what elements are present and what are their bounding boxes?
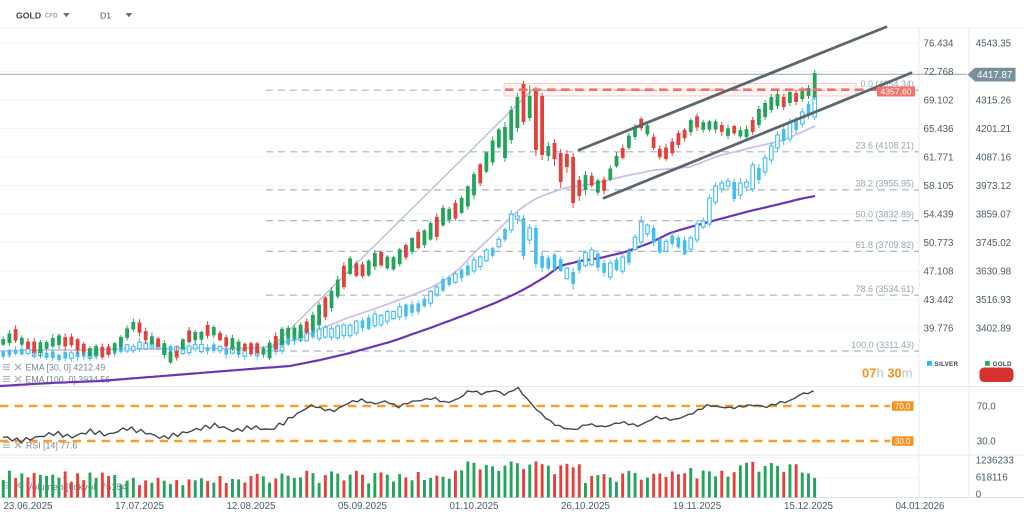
svg-text:61.8 (3709.82): 61.8 (3709.82): [855, 240, 914, 250]
svg-text:61.771: 61.771: [924, 153, 954, 164]
svg-text:05.09.2025: 05.09.2025: [338, 501, 388, 512]
svg-text:01.10.2025: 01.10.2025: [449, 501, 499, 512]
svg-text:4417.87: 4417.87: [977, 70, 1012, 81]
svg-text:3745.02: 3745.02: [976, 238, 1011, 249]
svg-text:04.01.2026: 04.01.2026: [895, 501, 945, 512]
svg-text:618116: 618116: [976, 473, 1009, 484]
svg-text:EMA [100, 0] 3934.56: EMA [100, 0] 3934.56: [26, 375, 111, 385]
svg-text:4543.35: 4543.35: [976, 39, 1012, 50]
svg-text:50.0 (3832.89): 50.0 (3832.89): [855, 209, 914, 219]
svg-text:0: 0: [976, 489, 982, 500]
svg-text:38.2 (3955.95): 38.2 (3955.95): [855, 179, 914, 189]
svg-text:47.108: 47.108: [924, 267, 955, 278]
svg-text:54.439: 54.439: [924, 210, 954, 221]
svg-text:100.0 (3311.43): 100.0 (3311.43): [851, 340, 914, 350]
svg-text:43.442: 43.442: [924, 295, 954, 306]
svg-text:3973.12: 3973.12: [976, 181, 1011, 192]
svg-text:19.11.2025: 19.11.2025: [673, 501, 722, 512]
svg-text:72.768: 72.768: [924, 67, 955, 78]
svg-text:4315.26: 4315.26: [976, 96, 1012, 107]
svg-text:3516.93: 3516.93: [976, 295, 1012, 306]
svg-text:65.436: 65.436: [924, 124, 955, 135]
svg-text:4357.60: 4357.60: [880, 86, 911, 96]
svg-text:50.773: 50.773: [924, 238, 955, 249]
svg-text:1236233: 1236233: [976, 456, 1015, 467]
svg-text:30.0: 30.0: [977, 437, 997, 448]
svg-text:RSI [14] 77.6: RSI [14] 77.6: [26, 441, 77, 451]
svg-text:3859.07: 3859.07: [976, 210, 1011, 221]
svg-text:69.102: 69.102: [924, 96, 954, 107]
svg-text:D1: D1: [100, 10, 111, 20]
svg-text:58.105: 58.105: [924, 181, 955, 192]
svg-text:15.12.2025: 15.12.2025: [784, 501, 834, 512]
svg-text:70.0: 70.0: [895, 402, 911, 411]
svg-text:4201.21: 4201.21: [976, 124, 1011, 135]
svg-text:30.0: 30.0: [895, 437, 911, 446]
svg-text:78.6 (3534.61): 78.6 (3534.61): [855, 284, 914, 294]
svg-text:3402.89: 3402.89: [976, 324, 1011, 335]
svg-text:23.6 (4108.21): 23.6 (4108.21): [855, 141, 914, 151]
svg-text:23.06.2025: 23.06.2025: [3, 501, 53, 512]
svg-text:12.08.2025: 12.08.2025: [226, 501, 276, 512]
svg-text:76.434: 76.434: [924, 39, 955, 50]
svg-text:4087.16: 4087.16: [976, 153, 1012, 164]
svg-text:GOLD: GOLD: [16, 10, 41, 20]
svg-text:SILVER: SILVER: [935, 361, 959, 368]
svg-text:26.10.2025: 26.10.2025: [561, 501, 611, 512]
svg-text:GOLD: GOLD: [993, 361, 1012, 368]
svg-text:70.0: 70.0: [977, 402, 997, 413]
svg-text:17.07.2025: 17.07.2025: [115, 501, 165, 512]
svg-text:39.776: 39.776: [924, 324, 955, 335]
svg-text:CFD: CFD: [45, 14, 58, 20]
svg-text:07h 30m: 07h 30m: [862, 366, 913, 381]
svg-text:EMA [30, 0] 4212.49: EMA [30, 0] 4212.49: [26, 363, 106, 373]
svg-text:3630.98: 3630.98: [976, 267, 1012, 278]
